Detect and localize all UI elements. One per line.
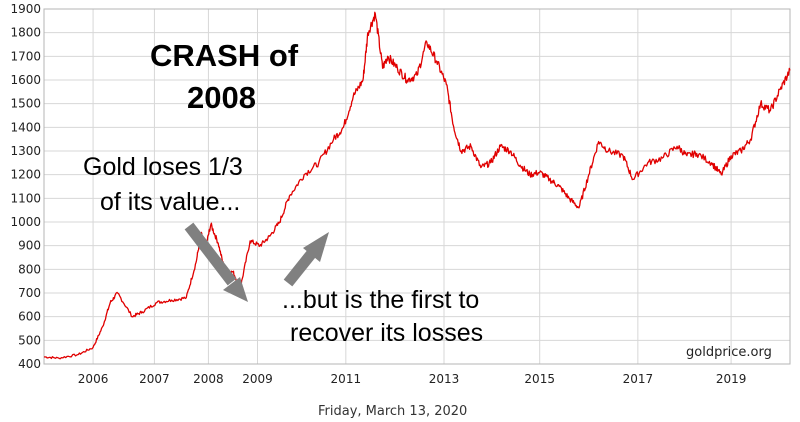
x-tick-label: 2017 (623, 372, 654, 386)
plot-area-border (43, 8, 791, 365)
date-caption: Friday, March 13, 2020 (318, 404, 467, 419)
x-tick-label: 2019 (716, 372, 747, 386)
x-tick-label: 2013 (429, 372, 460, 386)
y-tick-label: 1800 (10, 26, 41, 40)
y-tick-label: 700 (18, 286, 41, 300)
y-tick-label: 1500 (10, 97, 41, 111)
series-layer (43, 11, 791, 360)
y-tick-label: 1000 (10, 215, 41, 229)
loss-annotation-line1: Gold loses 1/3 (83, 153, 243, 181)
down-arrow (184, 222, 248, 302)
y-tick-label: 800 (18, 262, 41, 276)
crash-title-line1: CRASH of (150, 38, 299, 73)
recover-annotation-line2: recover its losses (290, 319, 483, 347)
x-axis-ticks: 2006 2007 2008 2009 2011 2013 2015 2017 2019 (78, 372, 747, 386)
y-tick-label: 1600 (10, 73, 41, 87)
y-tick-label: 1200 (10, 168, 41, 182)
grid (44, 8, 790, 365)
x-tick-label: 2006 (78, 372, 109, 386)
x-tick-label: 2009 (242, 372, 273, 386)
x-tick-label: 2008 (193, 372, 224, 386)
x-tick-label: 2015 (524, 372, 555, 386)
y-tick-label: 1700 (10, 49, 41, 63)
x-tick-label: 2007 (139, 372, 170, 386)
y-tick-label: 1300 (10, 144, 41, 158)
loss-annotation-line2: of its value... (100, 188, 240, 216)
recover-annotation-line1: ...but is the first to (282, 286, 479, 314)
y-tick-label: 400 (18, 357, 41, 371)
y-tick-label: 1900 (10, 2, 41, 16)
y-tick-label: 500 (18, 333, 41, 347)
y-tick-label: 1100 (10, 191, 41, 205)
up-arrow (283, 232, 329, 287)
watermark: goldprice.org (686, 345, 772, 360)
x-tick-label: 2011 (331, 372, 362, 386)
crash-title-line2: 2008 (187, 80, 256, 115)
y-tick-label: 1400 (10, 120, 41, 134)
y-axis-ticks: 400 500 600 700 800 900 1000 1100 1200 1300 1400 15… (10, 2, 41, 371)
gold-price-line (43, 11, 791, 360)
y-tick-label: 900 (18, 239, 41, 253)
y-tick-label: 600 (18, 310, 41, 324)
